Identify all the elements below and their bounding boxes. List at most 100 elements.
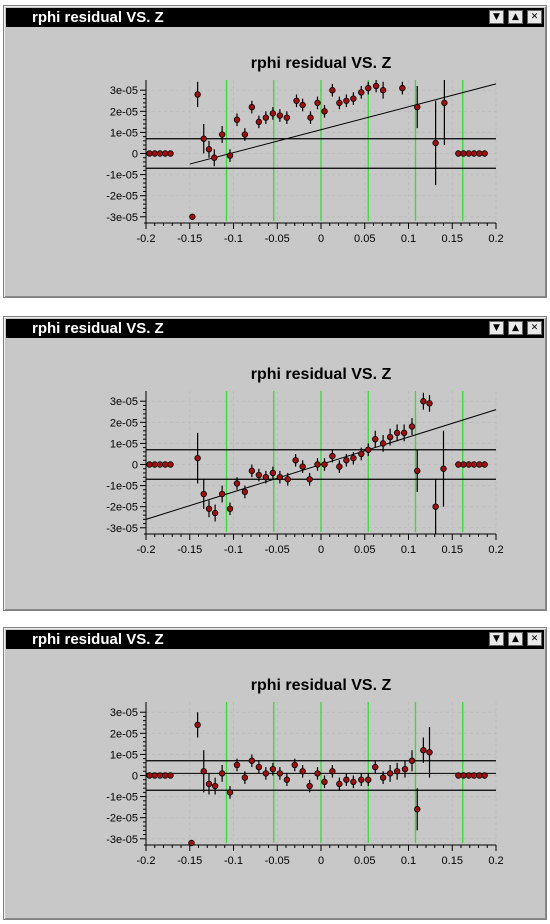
x-tick-label: -0.1 xyxy=(224,233,243,245)
x-tick-label: 0 xyxy=(318,544,324,556)
data-point xyxy=(336,780,343,788)
data-point xyxy=(233,480,241,487)
data-point xyxy=(162,772,169,779)
chart-title: rphi residual VS. Z xyxy=(251,55,392,72)
data-point xyxy=(262,473,270,481)
plot-window-2[interactable]: rphi residual VS. Z ▼ ▲ ✕ rphi residual … xyxy=(3,316,547,611)
data-point xyxy=(476,150,483,157)
data-point xyxy=(151,461,158,468)
data-point xyxy=(262,770,270,777)
data-point xyxy=(432,503,439,510)
x-tick-label: 0.2 xyxy=(488,544,503,556)
x-tick-label: -0.2 xyxy=(137,233,156,245)
data-point xyxy=(414,806,421,813)
data-point xyxy=(350,95,357,102)
data-point xyxy=(211,782,219,790)
data-point xyxy=(276,112,284,119)
data-point xyxy=(156,461,164,468)
data-point xyxy=(408,423,416,430)
x-tick-label: 0.05 xyxy=(354,544,375,556)
data-point xyxy=(226,505,234,512)
x-tick-label: -0.1 xyxy=(224,544,243,556)
x-tick-label: 0.15 xyxy=(442,544,463,556)
data-point xyxy=(299,768,306,775)
data-point xyxy=(358,89,365,96)
data-point xyxy=(460,150,467,157)
data-point xyxy=(146,772,153,779)
data-point xyxy=(372,435,379,443)
data-point xyxy=(440,465,447,472)
window-titlebar[interactable]: rphi residual VS. Z ▼ ▲ ✕ xyxy=(6,8,544,27)
data-point xyxy=(255,118,263,126)
data-point xyxy=(372,82,380,90)
data-point xyxy=(299,101,306,109)
data-point xyxy=(306,782,313,790)
minimize-icon[interactable]: ▼ xyxy=(489,632,504,646)
y-tick-label: 0 xyxy=(132,460,138,472)
data-point xyxy=(481,461,488,468)
data-point xyxy=(307,114,314,121)
maximize-icon[interactable]: ▲ xyxy=(508,632,523,646)
x-tick-label: 0.05 xyxy=(354,855,375,867)
data-point xyxy=(189,213,196,220)
data-point xyxy=(226,152,234,159)
data-point xyxy=(441,99,448,107)
y-tick-label: 3e-05 xyxy=(110,707,138,719)
data-point xyxy=(399,84,406,92)
y-tick-label: -3e-05 xyxy=(106,523,138,535)
x-tick-label: -0.15 xyxy=(177,544,202,556)
data-point xyxy=(432,139,439,147)
x-tick-label: 0.1 xyxy=(401,855,416,867)
x-tick-label: -0.2 xyxy=(137,855,156,867)
window-titlebar[interactable]: rphi residual VS. Z ▼ ▲ ✕ xyxy=(6,630,544,649)
data-point xyxy=(329,768,336,775)
data-point xyxy=(336,99,343,107)
data-point xyxy=(211,154,218,161)
residual-plot: rphi residual VS. Z 3e-05 2e-05 1e-05 0 -1e-0… xyxy=(106,366,503,556)
data-point xyxy=(200,135,207,142)
plot-window-1[interactable]: rphi residual VS. Z ▼ ▲ ✕ rphi residual … xyxy=(3,5,547,298)
x-tick-label: 0.2 xyxy=(488,233,503,245)
close-icon[interactable]: ✕ xyxy=(527,321,542,335)
y-tick-label: 2e-05 xyxy=(110,417,138,429)
x-tick-label: -0.15 xyxy=(177,233,202,245)
data-point xyxy=(314,461,321,468)
data-point xyxy=(306,476,313,483)
data-point xyxy=(269,110,277,117)
data-point xyxy=(167,772,174,779)
y-tick-label: 2e-05 xyxy=(110,106,138,118)
y-tick-label: 2e-05 xyxy=(110,728,138,740)
window-titlebar[interactable]: rphi residual VS. Z ▼ ▲ ✕ xyxy=(6,319,544,338)
data-point xyxy=(470,150,478,157)
data-point xyxy=(460,461,467,468)
data-point xyxy=(218,131,226,138)
data-point xyxy=(321,778,328,786)
data-point xyxy=(205,505,213,512)
data-point xyxy=(455,772,462,779)
minimize-icon[interactable]: ▼ xyxy=(489,321,504,335)
x-tick-label: 0.1 xyxy=(401,544,416,556)
data-point xyxy=(194,91,201,98)
maximize-icon[interactable]: ▲ xyxy=(508,10,523,24)
y-tick-label: 1e-05 xyxy=(110,438,138,450)
close-icon[interactable]: ✕ xyxy=(527,632,542,646)
minimize-icon[interactable]: ▼ xyxy=(489,10,504,24)
data-point xyxy=(205,146,213,153)
data-point xyxy=(470,772,478,779)
y-tick-label: 0 xyxy=(132,149,138,161)
data-point xyxy=(321,108,328,115)
y-tick-label: -2e-05 xyxy=(106,191,138,203)
data-point xyxy=(420,746,427,754)
maximize-icon[interactable]: ▲ xyxy=(508,321,523,335)
plot-window-3[interactable]: rphi residual VS. Z ▼ ▲ ✕ rphi residual … xyxy=(3,627,547,920)
y-tick-label: -3e-05 xyxy=(106,212,138,224)
data-point xyxy=(460,772,467,779)
close-icon[interactable]: ✕ xyxy=(527,10,542,24)
data-point xyxy=(167,150,174,157)
data-point xyxy=(350,778,357,786)
data-point xyxy=(393,768,401,775)
data-point xyxy=(314,770,321,777)
window-title: rphi residual VS. Z xyxy=(32,631,164,648)
data-point xyxy=(379,774,387,781)
data-point xyxy=(162,150,169,157)
